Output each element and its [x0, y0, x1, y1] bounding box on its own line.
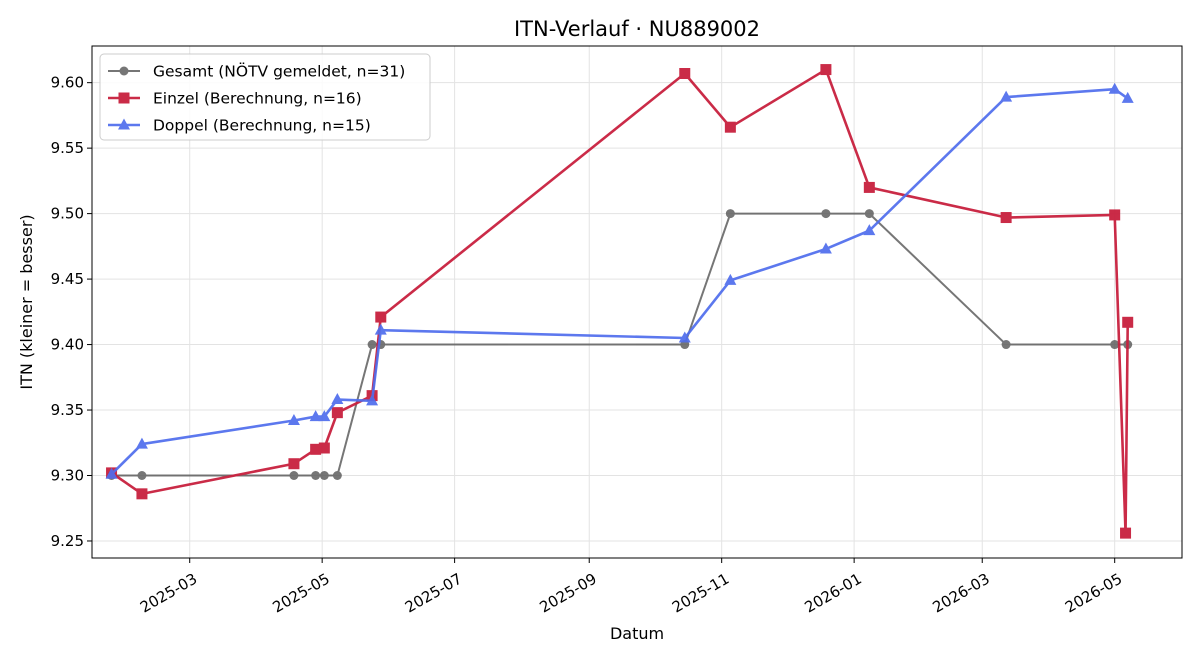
- y-tick-label: 9.45: [51, 270, 84, 288]
- legend-item-1: [108, 66, 140, 76]
- data-point: [864, 209, 874, 219]
- data-point: [289, 471, 299, 481]
- data-point: [288, 458, 300, 470]
- data-point: [1108, 82, 1121, 94]
- y-tick-label: 9.55: [51, 139, 84, 157]
- data-point: [309, 410, 322, 422]
- data-point: [318, 410, 331, 422]
- data-point: [367, 340, 377, 350]
- x-tick-label: 2025-11: [669, 570, 732, 617]
- x-tick-label: 2025-05: [269, 570, 332, 617]
- data-point: [331, 407, 343, 419]
- x-tick-label: 2025-09: [537, 570, 600, 617]
- data-point: [863, 224, 876, 236]
- x-axis: 2025-03 2025-05 2025-07 2025-09 2025-11 2026-…: [137, 558, 1125, 617]
- y-axis-label: ITN (kleiner = besser): [17, 214, 36, 389]
- legend-label: Einzel (Berechnung, n=16): [153, 90, 362, 108]
- data-point: [724, 121, 736, 133]
- data-point: [318, 442, 330, 454]
- data-point: [1001, 340, 1011, 350]
- data-point: [105, 467, 118, 479]
- x-tick-label: 2026-01: [801, 570, 864, 617]
- y-tick-label: 9.50: [51, 205, 84, 223]
- data-point: [678, 331, 691, 343]
- data-point: [820, 64, 832, 76]
- data-point: [1000, 212, 1012, 224]
- series-line: [110, 68, 1130, 535]
- x-tick-label: 2025-07: [402, 570, 465, 617]
- data-point: [821, 209, 831, 219]
- data-point: [863, 181, 875, 193]
- grid: [92, 46, 1182, 558]
- data-point: [332, 471, 342, 481]
- legend-marker: [118, 118, 130, 130]
- data-point: [1109, 209, 1121, 221]
- data-point: [819, 242, 832, 254]
- data-point: [374, 323, 387, 335]
- data-point: [375, 311, 387, 323]
- x-tick-label: 2026-05: [1062, 570, 1125, 617]
- legend-marker: [118, 92, 130, 104]
- data-point: [679, 67, 691, 79]
- data-point: [725, 209, 735, 219]
- data-point: [135, 437, 148, 449]
- data-point: [137, 471, 147, 481]
- series-3: [105, 82, 1134, 479]
- x-tick-label: 2025-03: [137, 570, 200, 617]
- legend-box: [99, 53, 431, 141]
- data-point: [310, 443, 322, 455]
- y-tick-label: 9.60: [51, 74, 84, 92]
- data-point: [136, 488, 148, 500]
- data-point: [1000, 90, 1013, 102]
- y-axis: 9.25 9.30 9.35 9.40 9.45 9.50 9.55 9.60: [51, 74, 92, 550]
- legend-marker: [119, 66, 129, 76]
- y-tick-label: 9.40: [51, 336, 84, 354]
- data-point: [1121, 91, 1134, 103]
- legend-item-2: [108, 92, 140, 104]
- data-point: [287, 414, 300, 426]
- legend-label: Doppel (Berechnung, n=15): [153, 117, 371, 135]
- legend-item-3: [108, 118, 140, 130]
- y-tick-label: 9.30: [51, 467, 84, 485]
- x-tick-label: 2026-03: [930, 570, 993, 617]
- legend-label: Gesamt (NÖTV gemeldet, n=31): [153, 62, 405, 81]
- y-tick-label: 9.35: [51, 401, 84, 419]
- plot-frame: [91, 45, 1183, 559]
- x-axis-label: Datum: [610, 624, 664, 643]
- data-point: [1110, 340, 1120, 350]
- y-tick-label: 9.25: [51, 532, 84, 550]
- data-point: [311, 471, 321, 481]
- data-point: [1122, 316, 1134, 328]
- data-point: [366, 394, 379, 406]
- data-point: [1120, 527, 1132, 539]
- legend: Gesamt (NÖTV gemeldet, n=31) Einzel (Bere…: [99, 53, 431, 141]
- data-point: [724, 273, 737, 285]
- data-point: [331, 393, 344, 405]
- series-layer: [105, 64, 1134, 539]
- chart-title: ITN-Verlauf · NU889002: [514, 17, 760, 41]
- data-point: [319, 471, 329, 481]
- series-line: [110, 87, 1129, 476]
